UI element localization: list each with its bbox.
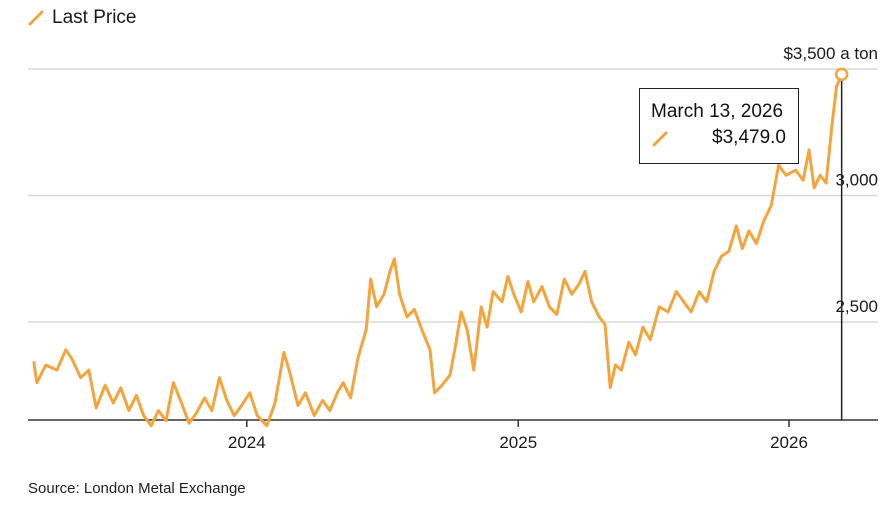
x-tick-label: 2026: [770, 433, 808, 452]
slash-line-icon: [652, 131, 668, 147]
source-note: Source: London Metal Exchange: [28, 480, 246, 497]
y-tick-label: $3,500 a ton: [783, 44, 878, 63]
tooltip: March 13, 2026 $3,479.0: [639, 88, 799, 164]
series-line: [32, 72, 844, 428]
gridlines: [28, 68, 878, 323]
chart-legend: Last Price: [28, 6, 136, 30]
y-axis-labels: $3,500 a ton 3,000 2,500: [783, 44, 878, 316]
legend-label: Last Price: [52, 7, 137, 28]
highlight-point: [834, 67, 849, 82]
y-tick-label: 3,000: [835, 171, 878, 190]
tooltip-value: $3,479.0: [712, 127, 786, 148]
tooltip-date: March 13, 2026: [651, 101, 784, 122]
price-chart: $3,500 a ton 3,000 2,500 2024 2025 2026: [28, 44, 878, 452]
hover-layer: [834, 67, 849, 420]
x-tick-label: 2025: [499, 433, 537, 452]
y-tick-label: 2,500: [835, 297, 878, 316]
x-axis: 2024 2025 2026: [28, 419, 878, 452]
series-layer: [32, 72, 844, 428]
slash-line-icon: [28, 10, 44, 26]
x-tick-label: 2024: [228, 433, 266, 452]
